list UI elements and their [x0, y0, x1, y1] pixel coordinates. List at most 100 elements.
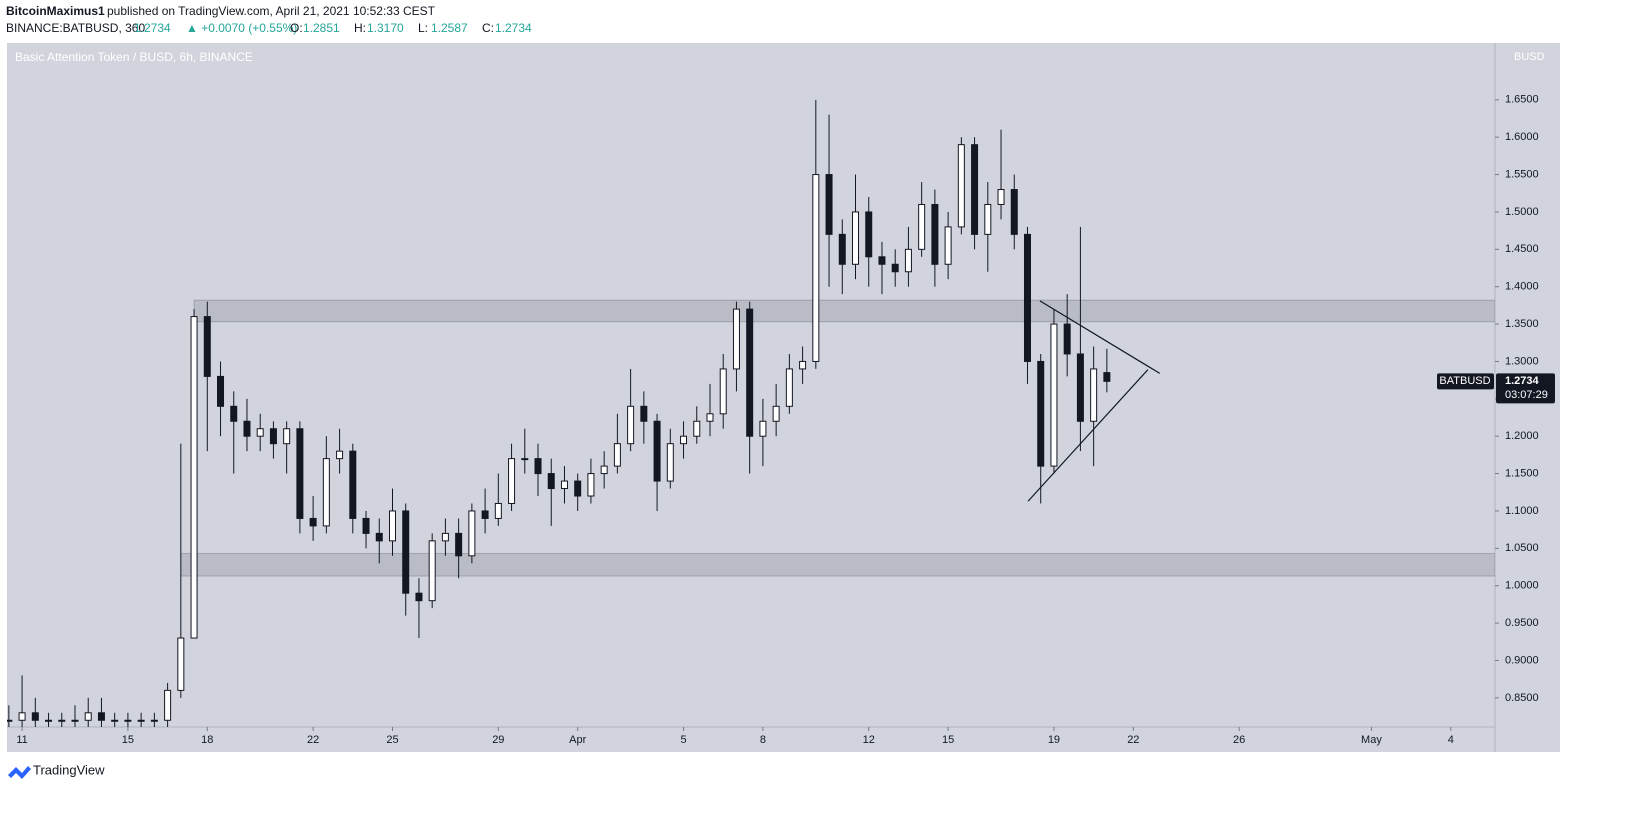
candle-body: [190, 316, 198, 639]
candle-body: [706, 413, 714, 422]
candle-body: [547, 473, 555, 490]
ohlc-value: 1.2851: [303, 21, 340, 35]
candle-body: [322, 458, 330, 527]
ohlc-label: O:: [290, 21, 303, 35]
price-name-box: [1437, 373, 1494, 390]
candle-body: [719, 368, 727, 415]
candle-body: [296, 428, 304, 519]
candle-body: [1076, 353, 1084, 422]
candle-body: [904, 248, 912, 273]
candle-body: [732, 308, 740, 370]
y-tick-label: 1.6500: [1505, 94, 1539, 106]
candle-body: [124, 719, 132, 722]
candle-body: [18, 712, 26, 721]
candle-body: [878, 256, 886, 265]
candle-body: [481, 510, 489, 519]
last: 1.2734: [134, 21, 171, 35]
candle-body: [640, 405, 648, 422]
candle-body: [785, 368, 793, 407]
candle-body: [508, 458, 516, 504]
candle-body: [269, 428, 277, 445]
candle-body: [746, 308, 754, 437]
author: BitcoinMaximus1: [6, 4, 105, 18]
logo: [8, 766, 31, 779]
x-tick-label: 15: [122, 734, 134, 746]
y-tick-label: 1.5500: [1505, 168, 1539, 180]
candle-body: [957, 144, 965, 228]
ohlc-label: L:: [418, 21, 428, 35]
y-tick-label: 0.9000: [1505, 654, 1539, 666]
candle-body: [388, 510, 396, 542]
x-tick-label: Apr: [569, 734, 586, 746]
x-tick-label: 18: [201, 734, 213, 746]
y-tick-label: 1.0000: [1505, 580, 1539, 592]
candle-body: [137, 719, 145, 722]
candle-body: [362, 517, 370, 534]
x-tick-label: 19: [1048, 734, 1060, 746]
ohlc-label: H:: [354, 21, 366, 35]
candle-body: [574, 480, 582, 497]
candle-body: [891, 263, 899, 273]
candle-body: [852, 211, 860, 265]
candle-body: [1103, 372, 1111, 382]
candle-body: [931, 203, 939, 265]
candle-body: [455, 532, 463, 557]
candle-body: [534, 458, 542, 475]
candle-body: [521, 458, 529, 461]
candle-body: [984, 203, 992, 235]
y-tick-label: 1.3500: [1505, 318, 1539, 330]
y-tick-label: 1.2000: [1505, 430, 1539, 442]
candle-body: [375, 532, 383, 542]
ohlc-value: 1.2734: [495, 21, 532, 35]
candle-body: [1090, 368, 1098, 422]
ohlc: O: 1.2851 H: 1.3170 L: 1.2587 C: 1.2734: [290, 21, 532, 35]
y-tick-label: 1.1000: [1505, 505, 1539, 517]
candle-body: [468, 510, 476, 557]
x-tick-label: 8: [760, 734, 766, 746]
candle-body: [1063, 323, 1071, 355]
candle-body: [759, 420, 767, 437]
candle-body: [1023, 233, 1031, 362]
candle-body: [203, 316, 211, 377]
trendline: [1027, 369, 1149, 502]
candle-body: [812, 174, 820, 362]
price-name: BATBUSD: [1439, 375, 1490, 387]
candle-body: [336, 450, 344, 460]
candle-body: [494, 502, 502, 519]
candle-body: [944, 226, 952, 265]
candle-body: [799, 360, 807, 370]
candle-body: [971, 144, 979, 235]
candle-body: [428, 540, 436, 602]
candle-body: [243, 420, 251, 437]
ohlc-label: C:: [482, 21, 494, 35]
x-tick-label: 22: [307, 734, 319, 746]
candle-body: [1050, 323, 1058, 467]
x-tick-label: 25: [386, 734, 398, 746]
candle-body: [653, 420, 661, 482]
ohlc-value: 1.2587: [431, 21, 468, 35]
candle-body: [150, 719, 158, 722]
y-tick-label: 1.4000: [1505, 281, 1539, 293]
candle-body: [838, 233, 846, 265]
x-tick-label: 22: [1127, 734, 1139, 746]
candle-body: [217, 375, 225, 407]
candle-body: [177, 637, 185, 691]
y-tick-label: 0.8500: [1505, 692, 1539, 704]
candle-body: [600, 465, 608, 475]
candle-body: [230, 405, 238, 422]
candle-body: [997, 189, 1005, 205]
x-tick-label: 15: [942, 734, 954, 746]
x-tick-label: 29: [492, 734, 504, 746]
x-tick-label: 12: [863, 734, 875, 746]
candle-body: [693, 420, 701, 437]
brand: TradingView: [33, 762, 105, 777]
zone: [180, 553, 1495, 577]
price-countdown: 03:07:29: [1505, 389, 1548, 401]
candle-body: [309, 517, 317, 527]
x-tick-label: 4: [1448, 734, 1454, 746]
x-tick-label: May: [1361, 734, 1382, 746]
y-tick-label: 1.3000: [1505, 355, 1539, 367]
candle-body: [111, 719, 119, 722]
